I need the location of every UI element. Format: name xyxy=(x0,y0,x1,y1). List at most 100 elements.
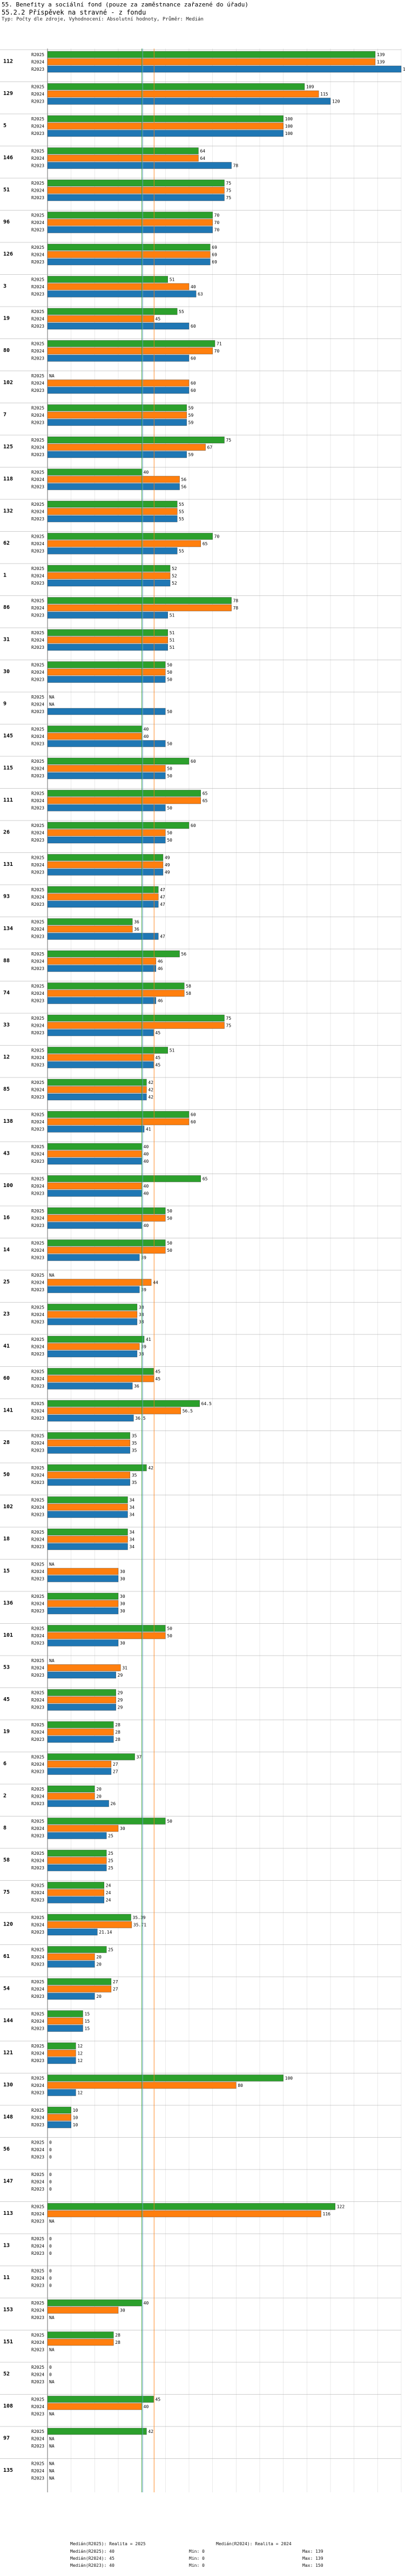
series-label: R2025 xyxy=(31,213,44,218)
group-id-label: 56 xyxy=(3,2146,10,2152)
bar-R2025 xyxy=(47,1914,131,1921)
series-label: R2023 xyxy=(31,1416,44,1421)
value-label: 30 xyxy=(120,1826,125,1831)
value-label: NA xyxy=(49,2412,55,2417)
value-label: 70 xyxy=(214,534,220,539)
value-label: 36 xyxy=(134,1384,139,1389)
series-label: R2023 xyxy=(31,2283,44,2288)
series-label: R2023 xyxy=(31,677,44,682)
value-label: 38 xyxy=(139,1320,144,1325)
series-label: R2024 xyxy=(31,670,44,675)
series-label: R2023 xyxy=(31,421,44,425)
value-label: 59 xyxy=(188,406,194,411)
bar-R2025 xyxy=(47,982,185,989)
group-id-label: 1 xyxy=(3,573,6,579)
value-label: NA xyxy=(49,2437,55,2442)
bar-R2024 xyxy=(47,2050,76,2057)
series-label: R2025 xyxy=(31,2269,44,2274)
value-label: 58 xyxy=(186,984,191,989)
series-label: R2024 xyxy=(31,2019,44,2024)
bar-R2025 xyxy=(47,533,213,540)
group-id-label: 52 xyxy=(3,2371,10,2377)
value-label: 12 xyxy=(77,2058,83,2063)
value-label: 42 xyxy=(148,1095,153,1100)
group-id-label: 146 xyxy=(3,155,13,161)
chart-subtitle: 55.2.2 Příspěvek na stravné - z fondu xyxy=(2,9,146,16)
value-label: 42 xyxy=(148,1466,153,1470)
series-label: R2023 xyxy=(31,709,44,714)
bar-R2025 xyxy=(47,276,168,283)
series-label: R2025 xyxy=(31,149,44,154)
bar-R2023 xyxy=(47,65,402,73)
value-label: 39 xyxy=(141,1345,146,1350)
group-id-label: 120 xyxy=(3,1922,13,1928)
series-label: R2024 xyxy=(31,2147,44,2152)
series-label: R2023 xyxy=(31,292,44,297)
value-label: 49 xyxy=(165,870,170,875)
value-label: 50 xyxy=(167,1248,172,1253)
series-label: R2023 xyxy=(31,1513,44,1517)
value-label: 25 xyxy=(108,1851,113,1856)
value-label: 49 xyxy=(165,856,170,860)
value-label: 56.5 xyxy=(183,1409,193,1414)
series-label: R2023 xyxy=(31,1480,44,1485)
value-label: 65 xyxy=(202,1177,208,1182)
series-label: R2025 xyxy=(31,1658,44,1663)
value-label: 28 xyxy=(115,2333,120,2338)
series-label: R2024 xyxy=(31,1377,44,1381)
value-label: 28 xyxy=(115,1723,120,1727)
series-label: R2025 xyxy=(31,2429,44,2434)
series-label: R2024 xyxy=(31,1826,44,1831)
bar-R2023 xyxy=(47,1961,95,1968)
value-label: NA xyxy=(49,2444,55,2449)
series-label: R2024 xyxy=(31,991,44,996)
value-label: 42 xyxy=(148,1088,153,1093)
bar-R2023 xyxy=(47,740,166,747)
value-label: 0 xyxy=(49,2269,52,2274)
value-label: 52 xyxy=(172,574,177,579)
series-label: R2025 xyxy=(31,1080,44,1085)
series-label: R2025 xyxy=(31,470,44,475)
value-label: 60 xyxy=(191,388,196,393)
value-label: 46 xyxy=(158,959,163,964)
bar-R2025 xyxy=(47,2106,71,2114)
series-label: R2023 xyxy=(31,2187,44,2192)
value-label: 50 xyxy=(167,806,172,811)
value-label: 0 xyxy=(49,2372,52,2377)
series-label: R2024 xyxy=(31,1409,44,1414)
bar-R2024 xyxy=(47,1279,152,1286)
value-label: 78 xyxy=(233,599,239,604)
series-label: R2025 xyxy=(31,1626,44,1631)
series-label: R2023 xyxy=(31,2444,44,2449)
value-label: 30 xyxy=(120,2308,125,2313)
series-label: R2023 xyxy=(31,2155,44,2160)
series-label: R2023 xyxy=(31,1577,44,1582)
series-label: R2023 xyxy=(31,774,44,778)
value-label: NA xyxy=(49,374,55,378)
series-label: R2024 xyxy=(31,1794,44,1799)
value-label: 38 xyxy=(139,1352,144,1357)
series-label: R2025 xyxy=(31,2108,44,2113)
value-label: 29 xyxy=(118,1698,123,1703)
bar-R2024 xyxy=(47,765,166,772)
series-label: R2024 xyxy=(31,2083,44,2088)
series-label: R2024 xyxy=(31,1730,44,1735)
group-id-label: 131 xyxy=(3,862,13,867)
bar-R2024 xyxy=(47,1375,154,1382)
footer-median-2025-realita: Medián(R2025): Realita = 2025 xyxy=(70,2541,146,2546)
bar-R2025 xyxy=(47,2010,83,2017)
series-label: R2024 xyxy=(31,1473,44,1478)
value-label: 50 xyxy=(167,742,172,747)
bar-R2023 xyxy=(47,1671,116,1679)
value-label: 50 xyxy=(167,1241,172,1246)
value-label: 10 xyxy=(73,2108,78,2113)
series-label: R2025 xyxy=(31,1498,44,1503)
series-label: R2023 xyxy=(31,2123,44,2127)
bar-R2024 xyxy=(47,1664,121,1671)
value-label: 36 xyxy=(134,920,139,925)
value-label: 60 xyxy=(191,381,196,386)
group-id-label: 100 xyxy=(3,1183,13,1189)
value-label: 60 xyxy=(191,324,196,329)
group-id-label: 97 xyxy=(3,2436,10,2442)
value-label: 26 xyxy=(111,1801,116,1806)
